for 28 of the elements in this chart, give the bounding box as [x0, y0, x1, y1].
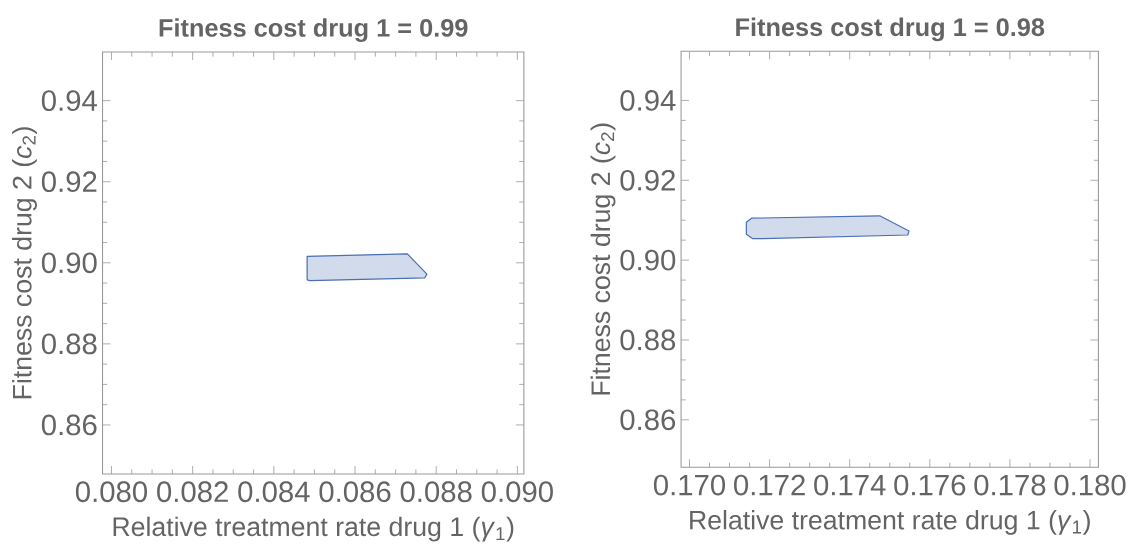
y-tick-label: 0.94	[41, 90, 97, 112]
chart-title: Fitness cost drug 1 = 0.99	[159, 18, 468, 42]
x-axis-title: Relative treatment rate drug 1 (γ$_{1}$)	[690, 509, 1090, 535]
y-tick-label: 0.90	[620, 249, 676, 271]
x-tick-label: 0.090	[481, 481, 553, 503]
x-tick-label: 0.180	[1054, 474, 1126, 496]
x-tick-label: 0.088	[400, 481, 472, 503]
x-tick-label: 0.172	[734, 474, 805, 496]
y-tick-label: 0.86	[620, 409, 676, 431]
y-axis-title: Fitness cost drug 2 (c$_{2}$)	[590, 123, 616, 395]
y-tick-label: 0.90	[41, 252, 97, 274]
y-tick-label: 0.92	[620, 169, 675, 191]
x-tick-label: 0.086	[319, 481, 391, 503]
chart-title: Fitness cost drug 1 = 0.98	[736, 17, 1045, 42]
y-tick-label: 0.88	[41, 333, 97, 355]
x-tick-label: 0.170	[653, 474, 726, 496]
y-axis-title: Fitness cost drug 2 (c$_{2}$)	[12, 127, 37, 399]
y-tick-label: 0.86	[41, 414, 97, 436]
x-tick-label: 0.082	[157, 481, 228, 503]
y-tick-label: 0.88	[620, 329, 676, 351]
x-tick-label: 0.174	[814, 474, 886, 496]
y-tick-label: 0.94	[620, 90, 676, 111]
y-tick-label: 0.92	[41, 171, 97, 193]
x-tick-label: 0.084	[238, 481, 310, 503]
x-axis-title: Relative treatment rate drug 1 (γ$_{1}$)	[113, 516, 514, 542]
x-tick-label: 0.178	[974, 474, 1046, 496]
x-tick-label: 0.176	[894, 474, 966, 496]
x-tick-label: 0.080	[75, 481, 148, 503]
